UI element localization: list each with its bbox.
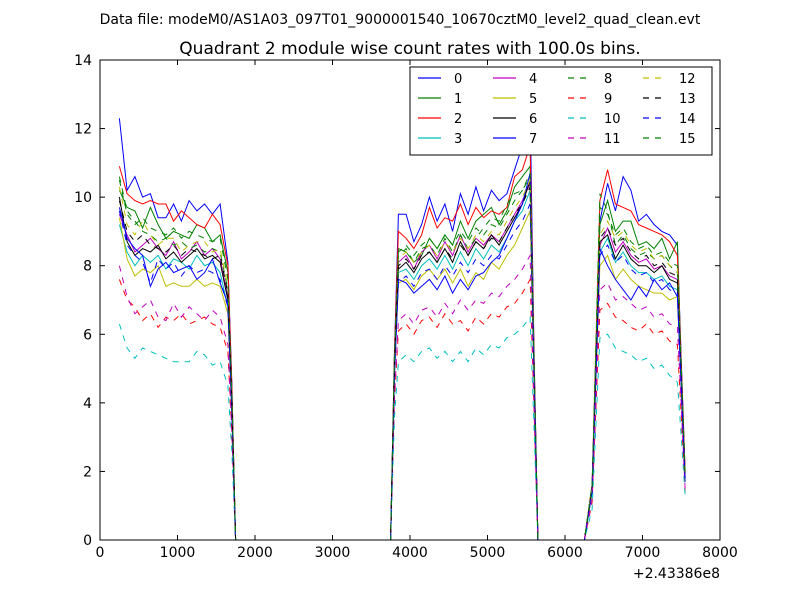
y-tick-label: 0 xyxy=(83,533,92,549)
figure-suptitle: Data file: modeM0/AS1A03_097T01_90000015… xyxy=(100,12,701,28)
x-tick-label: 6000 xyxy=(547,545,583,561)
x-tick-label: 4000 xyxy=(392,545,428,561)
y-tick-label: 12 xyxy=(74,122,92,138)
legend-label-13: 13 xyxy=(679,92,696,107)
legend-label-1: 1 xyxy=(454,92,462,107)
series-line-1 xyxy=(118,164,686,540)
series-line-9 xyxy=(118,277,686,540)
series-line-13 xyxy=(118,186,686,540)
x-tick-label: 8000 xyxy=(702,545,738,561)
legend-label-12: 12 xyxy=(679,72,696,87)
series-line-15 xyxy=(118,172,686,540)
y-tick-label: 4 xyxy=(83,396,92,412)
legend-box xyxy=(409,66,713,156)
legend-label-5: 5 xyxy=(529,92,537,107)
legend-label-14: 14 xyxy=(679,112,696,127)
y-tick-label: 8 xyxy=(83,259,92,275)
legend-label-11: 11 xyxy=(604,132,621,147)
plot-lines xyxy=(118,104,686,540)
series-line-8 xyxy=(118,174,686,540)
x-tick-label: 5000 xyxy=(470,545,506,561)
legend-label-7: 7 xyxy=(529,132,537,147)
series-line-2 xyxy=(118,145,686,540)
legend-label-8: 8 xyxy=(604,72,612,87)
x-tick-label: 3000 xyxy=(315,545,351,561)
legend-label-9: 9 xyxy=(604,92,612,107)
legend-label-2: 2 xyxy=(454,112,462,127)
series-line-5 xyxy=(118,210,686,540)
y-tick-label: 2 xyxy=(83,464,92,480)
x-axis: 0 1000 2000 3000 4000 5000 6000 7000 8000 xyxy=(96,60,738,561)
y-tick-label: 10 xyxy=(74,190,92,206)
series-line-12 xyxy=(118,179,686,540)
legend-label-0: 0 xyxy=(454,72,462,87)
series-line-10 xyxy=(118,315,686,540)
series-line-14 xyxy=(118,203,686,540)
legend-label-4: 4 xyxy=(529,72,537,87)
series-line-11 xyxy=(118,253,686,540)
legend-label-15: 15 xyxy=(679,132,696,147)
legend-label-3: 3 xyxy=(454,132,462,147)
legend-label-10: 10 xyxy=(604,112,621,127)
x-tick-label: 7000 xyxy=(625,545,661,561)
legend-label-6: 6 xyxy=(529,112,537,127)
x-tick-label: 1000 xyxy=(160,545,196,561)
x-tick-label: 0 xyxy=(96,545,105,561)
chart-title: Quadrant 2 module wise count rates with … xyxy=(179,39,640,59)
x-offset-label: +2.43386e8 xyxy=(633,566,720,582)
series-line-7 xyxy=(118,172,686,540)
y-tick-label: 6 xyxy=(83,327,92,343)
y-tick-label: 14 xyxy=(74,53,92,69)
x-tick-label: 2000 xyxy=(237,545,273,561)
